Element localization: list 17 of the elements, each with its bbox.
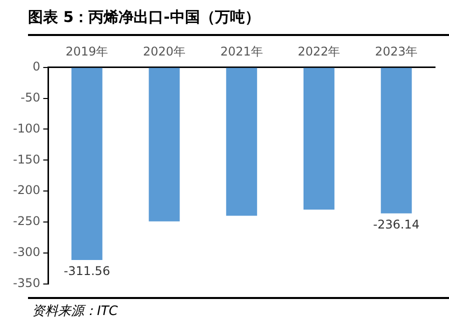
x-tick-label: 2023年 <box>375 44 418 58</box>
y-tick-label: -300 <box>13 245 40 260</box>
chart-title: 图表 5：丙烯净出口-中国（万吨） <box>28 8 260 27</box>
y-tick-label: 0 <box>32 60 40 74</box>
x-tick-label: 2022年 <box>298 44 340 58</box>
x-tick-label: 2020年 <box>142 44 186 58</box>
y-tick-label: -50 <box>20 90 40 104</box>
data-label: -311.56 <box>64 264 110 278</box>
text: 资料来源：ITC <box>32 303 118 320</box>
x-tick-label: 2021年 <box>220 44 263 58</box>
y-tick-label: -350 <box>13 276 40 290</box>
y-tick-label: -250 <box>13 214 40 228</box>
data-label: -236.14 <box>373 218 420 232</box>
y-tick-label: -150 <box>13 152 40 166</box>
y-tick-label: -200 <box>13 183 40 198</box>
y-tick-label: -100 <box>13 121 40 136</box>
x-tick-label: 2019年 <box>66 44 108 58</box>
